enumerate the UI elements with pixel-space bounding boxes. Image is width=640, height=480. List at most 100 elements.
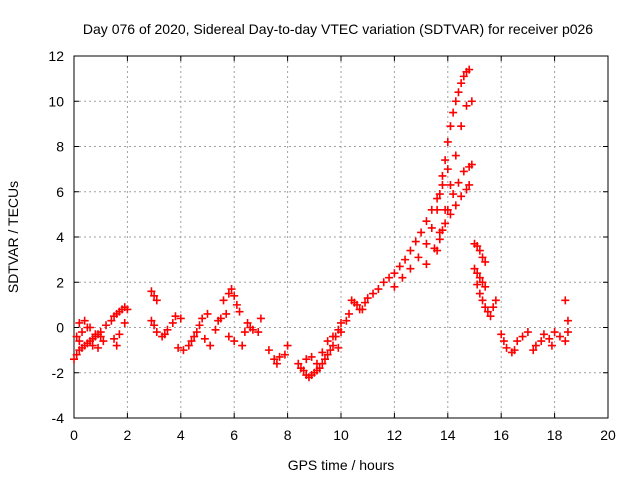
data-point: [497, 330, 506, 339]
data-point: [369, 289, 378, 298]
data-point: [475, 273, 484, 282]
data-point: [179, 346, 188, 355]
data-point: [537, 337, 546, 346]
data-point: [72, 332, 81, 341]
data-point: [75, 318, 84, 327]
data-point: [235, 307, 244, 316]
data-point: [264, 346, 273, 355]
data-point: [222, 309, 231, 318]
data-point: [171, 312, 180, 321]
data-point: [86, 323, 95, 332]
data-point: [334, 343, 343, 352]
data-point: [433, 205, 442, 214]
data-point: [230, 337, 239, 346]
y-axis-label: SDTVAR / TECUs: [5, 181, 21, 293]
x-tick-label: 14: [440, 427, 456, 443]
data-point: [152, 296, 161, 305]
data-point: [462, 185, 471, 194]
data-point: [395, 262, 404, 271]
data-point: [120, 318, 129, 327]
data-point: [238, 341, 247, 350]
data-point: [457, 192, 466, 201]
data-point: [433, 246, 442, 255]
data-point: [457, 122, 466, 131]
data-point: [363, 294, 372, 303]
data-point: [467, 160, 476, 169]
data-point: [446, 122, 455, 131]
data-point: [422, 217, 431, 226]
data-point: [107, 316, 116, 325]
data-point: [72, 350, 81, 359]
data-point: [326, 346, 335, 355]
data-point: [320, 355, 329, 364]
data-point: [190, 332, 199, 341]
data-point: [195, 321, 204, 330]
data-point: [422, 260, 431, 269]
data-point: [230, 291, 239, 300]
data-point: [75, 337, 84, 346]
data-point: [163, 325, 172, 334]
data-point: [473, 242, 482, 251]
data-point: [451, 151, 460, 160]
data-point: [256, 314, 265, 323]
y-tick-label: -2: [52, 365, 65, 381]
x-tick-label: 10: [333, 427, 349, 443]
data-point: [481, 303, 490, 312]
data-point: [299, 366, 308, 375]
data-point: [459, 167, 468, 176]
x-tick-label: 8: [284, 427, 292, 443]
x-tick-label: 20: [600, 427, 616, 443]
data-point: [80, 316, 89, 325]
data-point: [465, 65, 474, 74]
grid-lines: [74, 56, 608, 418]
data-point: [451, 201, 460, 210]
data-point: [328, 341, 337, 350]
data-point: [414, 253, 423, 262]
data-point: [433, 194, 442, 203]
data-point: [168, 318, 177, 327]
data-point: [147, 287, 156, 296]
data-point: [328, 332, 337, 341]
data-point: [390, 282, 399, 291]
data-point: [563, 328, 572, 337]
data-point: [176, 314, 185, 323]
data-point: [489, 303, 498, 312]
data-point: [96, 332, 105, 341]
data-point: [94, 343, 103, 352]
data-point: [302, 355, 311, 364]
y-tick-labels: -4 -2 0 2 4 6 8 10 12: [48, 48, 64, 426]
data-point: [491, 296, 500, 305]
data-point: [411, 237, 420, 246]
data-point: [499, 337, 508, 346]
data-point: [513, 337, 522, 346]
data-point: [115, 330, 124, 339]
x-tick-label: 12: [387, 427, 403, 443]
data-point: [443, 205, 452, 214]
data-point: [555, 332, 564, 341]
y-tick-label: 10: [48, 93, 64, 109]
data-point: [435, 190, 444, 199]
data-point: [374, 285, 383, 294]
data-point: [510, 346, 519, 355]
y-tick-label: 6: [56, 184, 64, 200]
data-point: [315, 364, 324, 373]
data-point: [539, 330, 548, 339]
data-point: [206, 341, 215, 350]
data-point: [174, 343, 183, 352]
data-point: [502, 343, 511, 352]
data-point: [152, 328, 161, 337]
data-point: [441, 156, 450, 165]
data-point: [523, 328, 532, 337]
data-point: [401, 255, 410, 264]
data-point: [224, 332, 233, 341]
x-tick-label: 4: [177, 427, 185, 443]
data-point: [441, 219, 450, 228]
data-point: [473, 269, 482, 278]
data-point: [478, 278, 487, 287]
y-tick-label: 12: [48, 48, 64, 64]
x-axis-label: GPS time / hours: [288, 457, 395, 473]
data-point: [481, 282, 490, 291]
data-point: [478, 253, 487, 262]
data-point: [406, 246, 415, 255]
data-point: [283, 341, 292, 350]
